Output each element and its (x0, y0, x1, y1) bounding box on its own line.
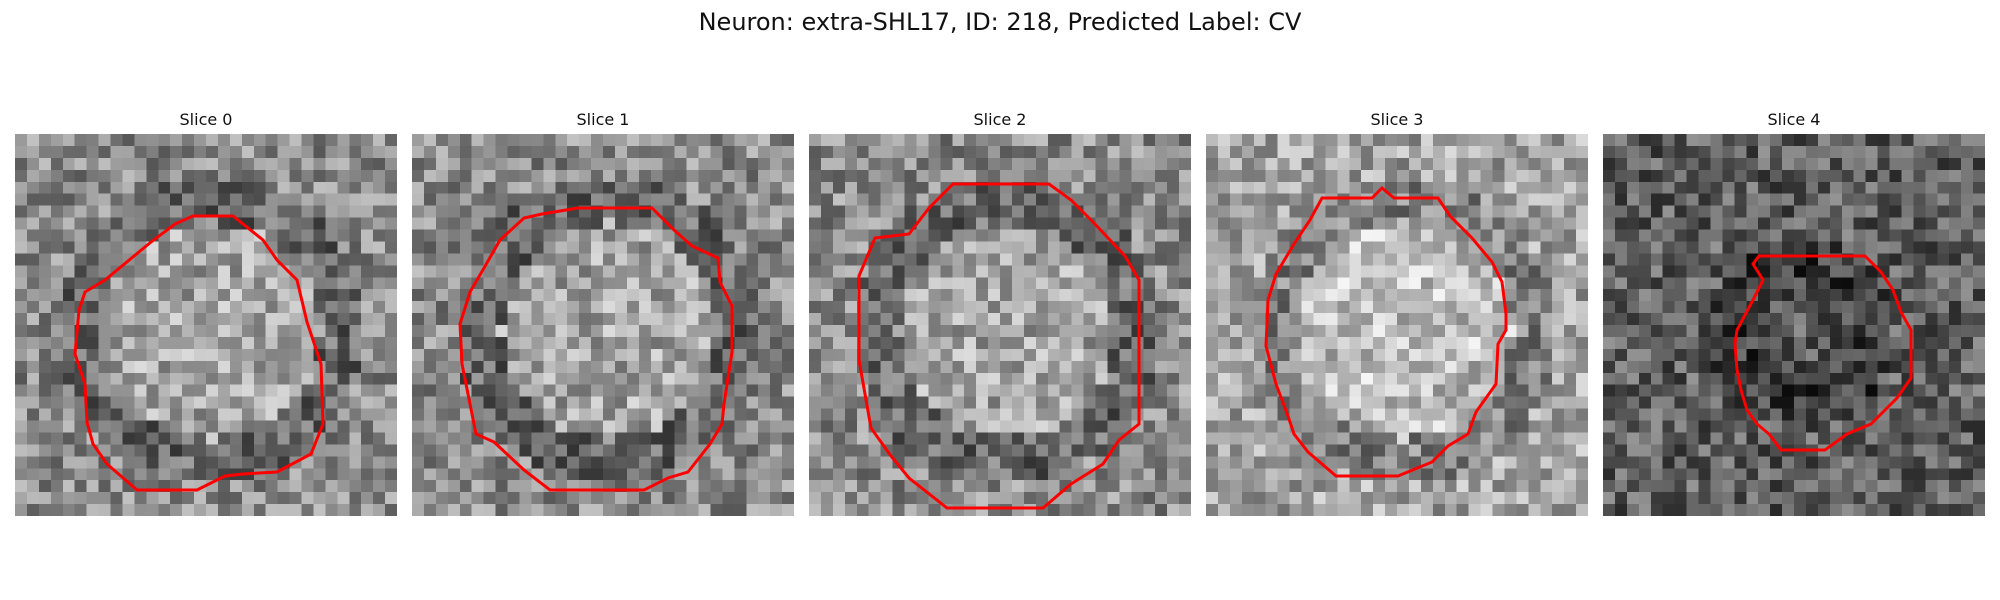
slice-panel-0: Slice 0 (15, 110, 397, 516)
slice-title-1: Slice 1 (412, 110, 794, 130)
neuron-contour-0 (75, 216, 323, 490)
neuron-contour-4 (1735, 256, 1911, 450)
slice-panel-2: Slice 2 (809, 110, 1191, 516)
contour-overlay-4 (1603, 134, 1985, 516)
contour-overlay-1 (412, 134, 794, 516)
slice-image-1 (412, 134, 794, 516)
slice-image-0 (15, 134, 397, 516)
contour-overlay-2 (809, 134, 1191, 516)
slice-image-2 (809, 134, 1191, 516)
slice-panel-4: Slice 4 (1603, 110, 1985, 516)
slice-title-3: Slice 3 (1206, 110, 1588, 130)
slice-title-0: Slice 0 (15, 110, 397, 130)
slice-title-4: Slice 4 (1603, 110, 1985, 130)
neuron-contour-2 (859, 184, 1139, 508)
neuron-contour-3 (1266, 188, 1506, 476)
contour-overlay-3 (1206, 134, 1588, 516)
neuron-contour-1 (460, 208, 732, 490)
slice-image-4 (1603, 134, 1985, 516)
slice-image-3 (1206, 134, 1588, 516)
figure-title: Neuron: extra-SHL17, ID: 218, Predicted … (0, 8, 2000, 36)
contour-overlay-0 (15, 134, 397, 516)
slice-title-2: Slice 2 (809, 110, 1191, 130)
slice-panel-3: Slice 3 (1206, 110, 1588, 516)
slice-panel-1: Slice 1 (412, 110, 794, 516)
